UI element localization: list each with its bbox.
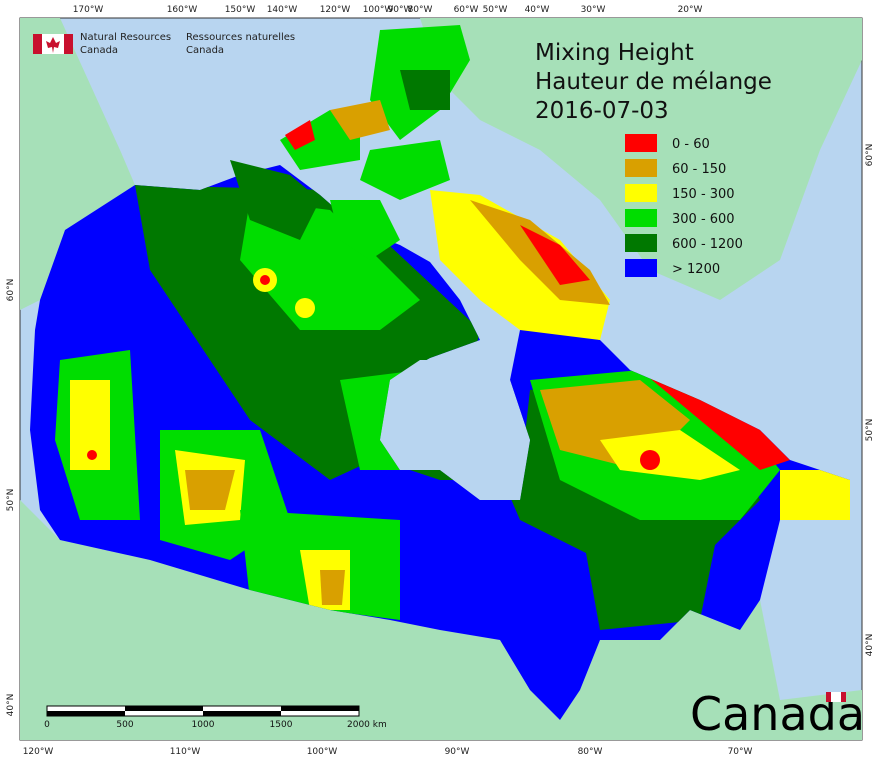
arctic-island [230,160,320,240]
legend-label: > 1200 [672,262,720,277]
zone [640,370,790,470]
longitude-label: 150°W [225,5,256,15]
longitude-label: 170°W [73,5,104,15]
legend-label: 300 - 600 [672,212,735,227]
arctic-island [360,140,450,200]
legend-swatch [625,134,657,152]
latitude-label: 50°N [6,489,16,512]
alaska [20,18,135,310]
map-title: 2016-07-03 [535,98,669,124]
zone [580,520,720,630]
scale-label: 0 [44,720,50,730]
longitude-label: 90°W [388,5,413,15]
maple-leaf [46,37,60,53]
legend-swatch [625,184,657,202]
flag-bar [33,34,42,54]
latitude-label: 40°N [6,694,16,717]
agency-logo: Natural Resources Canada Ressources natu… [33,32,295,56]
zone [600,430,740,480]
arctic-island [330,100,390,140]
latitude-label: 50°N [865,419,875,442]
longitude-label: 90°W [445,747,470,757]
scale-label: 2000 km [347,720,387,730]
longitude-label: 20°W [678,5,703,15]
arctic-island [400,70,450,110]
longitude-label: 80°W [578,747,603,757]
latitude-label: 60°N [865,144,875,167]
wordmark-flag [826,692,831,702]
longitude-label: 60°W [454,5,479,15]
longitude-label: 100°W [363,5,394,15]
agency-name: Natural Resources [80,32,171,43]
zone [780,470,850,520]
legend-label: 600 - 1200 [672,237,743,252]
longitude-label: 80°W [408,5,433,15]
longitude-label: 70°W [728,747,753,757]
legend-swatch [625,259,657,277]
scale-label: 1500 [270,720,293,730]
zone [640,450,660,470]
arctic-island [285,120,315,150]
zone [70,380,110,470]
wordmark-flag [831,692,841,702]
longitude-label: 140°W [267,5,298,15]
scale-segment [281,706,359,711]
zone [260,275,270,285]
zone [295,298,315,318]
arctic-island [330,200,400,260]
united-states [20,500,862,740]
baffin-zone [520,225,590,285]
longitude-label: 50°W [483,5,508,15]
longitude-label: 110°W [170,747,201,757]
longitude-label: 100°W [307,747,338,757]
longitude-label: 160°W [167,5,198,15]
legend-swatch [625,234,657,252]
map-title: Mixing Height [535,40,694,66]
flag-bar [64,34,73,54]
baffin-island [430,190,610,340]
hudson-bay [380,360,530,500]
legend-swatch [625,209,657,227]
scale-label: 500 [116,720,133,730]
scale-segment [47,711,125,716]
zone [87,450,97,460]
latitude-label: 60°N [6,279,16,302]
legend-swatch [625,159,657,177]
scale-segment [203,711,281,716]
zone [185,470,235,510]
longitude-label: 120°W [320,5,351,15]
legend-label: 60 - 150 [672,162,726,177]
scale-segment [125,706,203,711]
scale-bar [46,705,360,717]
latitude-label: 40°N [865,634,875,657]
longitude-label: 120°W [23,747,54,757]
map-title: Hauteur de mélange [535,69,772,95]
agency-name: Canada [186,45,224,56]
wordmark-flag [841,692,846,702]
agency-name: Canada [80,45,118,56]
longitude-label: 40°W [525,5,550,15]
legend-label: 0 - 60 [672,137,710,152]
agency-name: Ressources naturelles [186,32,295,43]
zone [320,570,345,605]
longitude-label: 30°W [581,5,606,15]
legend-label: 150 - 300 [672,187,735,202]
scale-label: 1000 [192,720,215,730]
